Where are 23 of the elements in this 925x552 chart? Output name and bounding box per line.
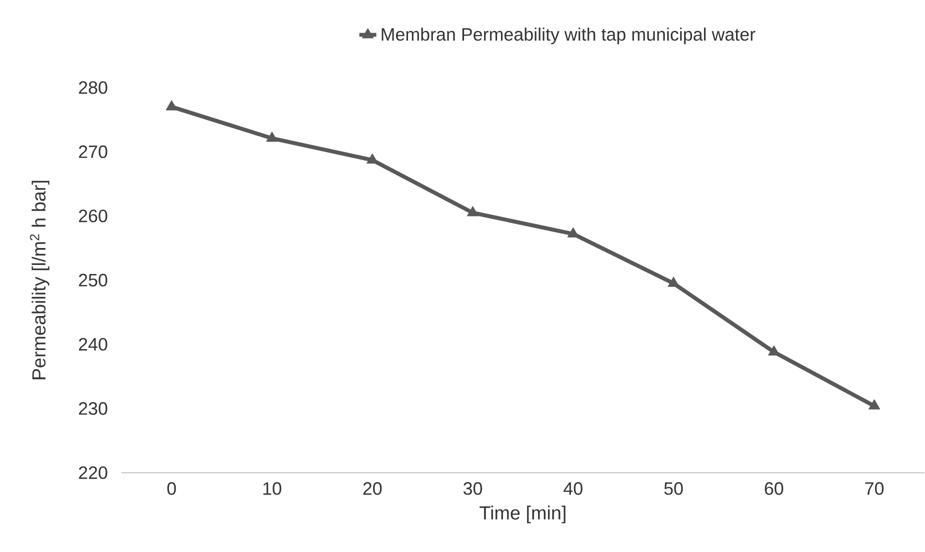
x-tick-label: 60: [764, 482, 784, 495]
y-tick-label: 270: [78, 145, 108, 158]
legend-label: Membran Permeability with tap municipal water: [382, 27, 756, 44]
x-tick-label: 0: [167, 482, 176, 495]
y-tick-label: 230: [78, 402, 108, 415]
y-tick-label: 240: [78, 338, 108, 351]
y-tick-label: 260: [78, 209, 108, 222]
point: [166, 100, 178, 110]
point: [266, 131, 278, 142]
x-axis-title: Time [min]: [480, 506, 566, 524]
point: [868, 399, 880, 410]
x-tick-label: 40: [564, 482, 582, 495]
x-tick-label: 30: [463, 482, 482, 495]
y-axis-title: Permeability [l/m$^{2}$ h bar]: [30, 180, 50, 380]
y-tick-label: 250: [78, 274, 108, 286]
y-tick-label: 280: [78, 81, 108, 94]
y-tick-label: 220: [78, 466, 108, 479]
x-tick-label: 50: [664, 482, 683, 495]
x-tick-label: 10: [263, 482, 282, 495]
x-tick-label: 20: [363, 482, 382, 495]
point: [668, 276, 680, 287]
point: [466, 206, 479, 216]
x-tick-label: 70: [865, 482, 884, 495]
